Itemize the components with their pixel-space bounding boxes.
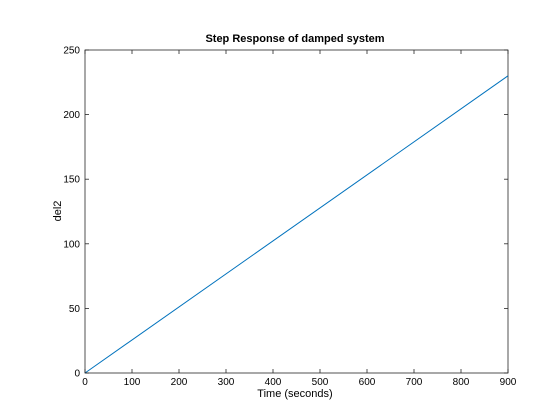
- y-axis-label: del2: [52, 201, 64, 222]
- x-tick-label-7: 700: [406, 377, 423, 388]
- plot-layer: 0 100 200 300 400 500 600 700 800 900 0 50 100 150 200…: [63, 46, 516, 389]
- x-tick-label-5: 500: [312, 377, 329, 388]
- y-tick-label-1: 50: [69, 304, 81, 315]
- x-tick-label-1: 100: [124, 377, 141, 388]
- y-tick-label-0: 0: [74, 369, 80, 380]
- x-tick-label-8: 800: [453, 377, 470, 388]
- x-tick-label-9: 900: [500, 377, 517, 388]
- plot-area: [84, 49, 509, 374]
- x-axis-label: Time (seconds): [257, 388, 332, 400]
- y-tick-label-2: 100: [63, 239, 80, 250]
- x-tick-label-2: 200: [171, 377, 188, 388]
- x-tick-label-6: 600: [359, 377, 376, 388]
- y-tick-label-5: 250: [63, 46, 80, 57]
- x-tick-label-4: 400: [265, 377, 282, 388]
- y-tick-label-4: 200: [63, 110, 80, 121]
- x-tick-label-0: 0: [82, 377, 88, 388]
- chart-title: Step Response of damped system: [205, 33, 384, 45]
- y-tick-label-3: 150: [63, 175, 80, 186]
- series-line-0: [84, 75, 509, 374]
- x-tick-label-3: 300: [218, 377, 235, 388]
